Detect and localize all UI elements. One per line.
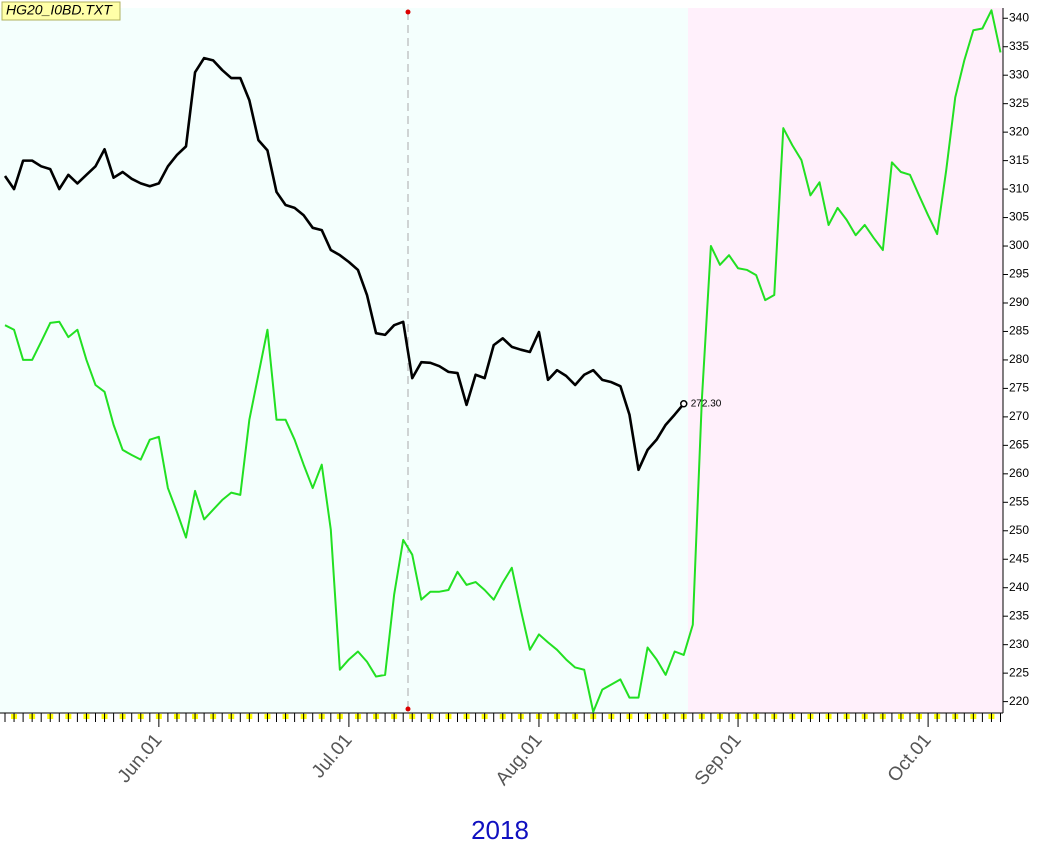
x-tick-label: Aug.01 bbox=[492, 730, 547, 790]
y-tick-label: 220 bbox=[1009, 694, 1029, 708]
y-tick-label: 320 bbox=[1009, 124, 1029, 138]
cursor-dot bbox=[405, 9, 411, 15]
y-tick-label: 300 bbox=[1009, 238, 1029, 252]
y-tick-label: 305 bbox=[1009, 210, 1029, 224]
y-tick-label: 330 bbox=[1009, 67, 1029, 81]
y-tick-label: 245 bbox=[1009, 551, 1029, 565]
plot-background-future bbox=[688, 8, 1003, 713]
series-line bbox=[3, 56, 685, 472]
x-tick-label: Jul.01 bbox=[308, 730, 357, 782]
cursor-dot bbox=[405, 706, 411, 712]
y-tick-label: 280 bbox=[1009, 352, 1029, 366]
y-tick-label: 295 bbox=[1009, 267, 1029, 281]
y-tick-label: 315 bbox=[1009, 153, 1029, 167]
y-tick-label: 225 bbox=[1009, 665, 1029, 679]
x-tick-label: Jun.01 bbox=[114, 730, 167, 787]
y-tick-label: 335 bbox=[1009, 39, 1029, 53]
y-tick-label: 270 bbox=[1009, 409, 1029, 423]
y-tick-label: 265 bbox=[1009, 438, 1029, 452]
y-tick-label: 255 bbox=[1009, 494, 1029, 508]
y-tick-label: 240 bbox=[1009, 580, 1029, 594]
y-tick-label: 310 bbox=[1009, 181, 1029, 195]
plot-background bbox=[0, 8, 688, 713]
y-tick-label: 340 bbox=[1009, 10, 1029, 24]
value-label: 272.30 bbox=[691, 398, 722, 409]
y-tick-label: 235 bbox=[1009, 608, 1029, 622]
y-tick-label: 250 bbox=[1009, 523, 1029, 537]
series-line bbox=[4, 9, 1002, 713]
chart-title: HG20_I0BD.TXT bbox=[6, 2, 113, 18]
title-box bbox=[1, 1, 121, 21]
y-tick-label: 285 bbox=[1009, 324, 1029, 338]
end-marker bbox=[680, 400, 688, 408]
x-tick-label: Sep.01 bbox=[691, 730, 746, 790]
y-tick-label: 275 bbox=[1009, 381, 1029, 395]
x-axis-title: 2018 bbox=[471, 815, 529, 845]
y-tick-label: 325 bbox=[1009, 96, 1029, 110]
y-tick-label: 290 bbox=[1009, 295, 1029, 309]
y-tick-label: 260 bbox=[1009, 466, 1029, 480]
x-tick-label: Oct.01 bbox=[884, 730, 936, 786]
y-tick-label: 230 bbox=[1009, 637, 1029, 651]
